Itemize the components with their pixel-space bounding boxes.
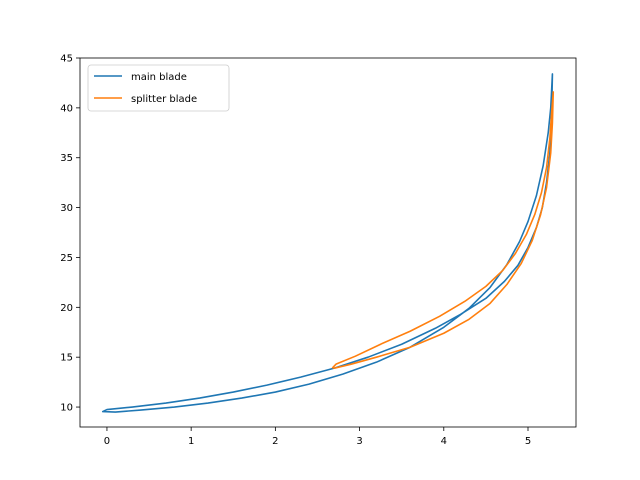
y-axis: 10 15 20 25 30 35 40 45 — [60, 54, 80, 414]
legend-label: splitter blade — [131, 94, 197, 105]
series-layer — [101, 73, 555, 413]
x-tick-label: 3 — [356, 436, 362, 447]
x-tick-label: 4 — [441, 436, 447, 447]
x-tick-label: 2 — [272, 436, 278, 447]
legend-label: main blade — [131, 72, 187, 83]
legend-box — [87, 64, 230, 112]
y-tick-label: 10 — [60, 403, 73, 414]
y-tick-label: 15 — [60, 353, 73, 364]
x-tick-label: 0 — [104, 436, 110, 447]
y-tick-label: 25 — [60, 253, 73, 264]
x-axis: 0 1 2 3 4 5 — [104, 427, 531, 447]
legend: main blade splitter blade — [87, 64, 230, 112]
y-tick-label: 30 — [60, 203, 73, 214]
y-tick-label: 40 — [60, 103, 73, 114]
axes-frame — [79, 57, 577, 428]
x-tick-label: 1 — [188, 436, 194, 447]
x-tick-label: 5 — [525, 436, 531, 447]
y-tick-label: 45 — [60, 54, 73, 65]
y-tick-label: 20 — [60, 303, 73, 314]
series-line-splitter-blade — [331, 91, 555, 369]
y-tick-label: 35 — [60, 153, 73, 164]
